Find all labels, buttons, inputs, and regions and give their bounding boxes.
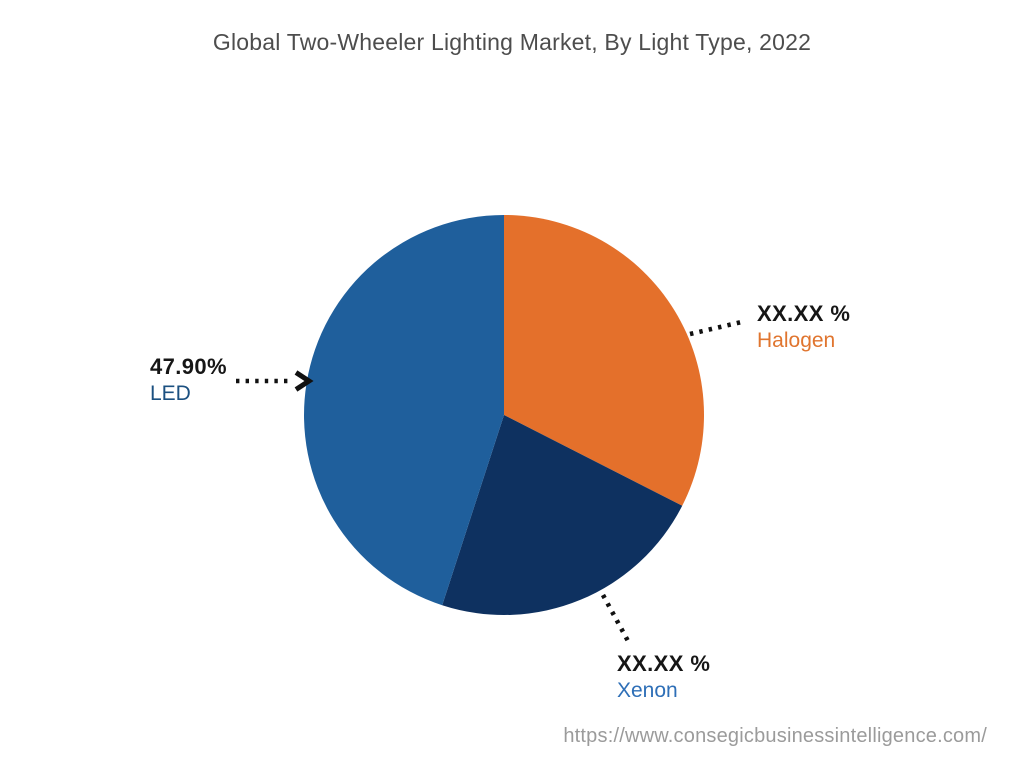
chart-title: Global Two-Wheeler Lighting Market, By L… <box>212 29 812 55</box>
pie-slice-halogen <box>504 215 704 506</box>
halogen-label: Halogen <box>757 329 836 352</box>
xenon-dotted-line <box>600 593 631 643</box>
led-label: LED <box>150 382 191 405</box>
halogen-dotted-line <box>689 318 747 337</box>
halogen-callout: XX.XX % Halogen <box>757 302 850 352</box>
halogen-value: XX.XX % <box>757 301 851 326</box>
led-value: 47.90% <box>150 354 228 379</box>
xenon-callout: XX.XX % Xenon <box>617 652 710 702</box>
pie-slice-led <box>304 215 504 606</box>
pie-slice-xenon <box>442 415 683 615</box>
pie-slices <box>304 215 704 615</box>
led-connector-arrow <box>236 370 314 392</box>
source-url: https://www.consegicbusinessintelligence… <box>563 725 987 747</box>
xenon-value: XX.XX % <box>617 651 711 676</box>
xenon-label: Xenon <box>617 679 678 702</box>
led-arrowhead-icon <box>294 370 314 392</box>
led-callout: 47.90% LED <box>150 355 227 405</box>
